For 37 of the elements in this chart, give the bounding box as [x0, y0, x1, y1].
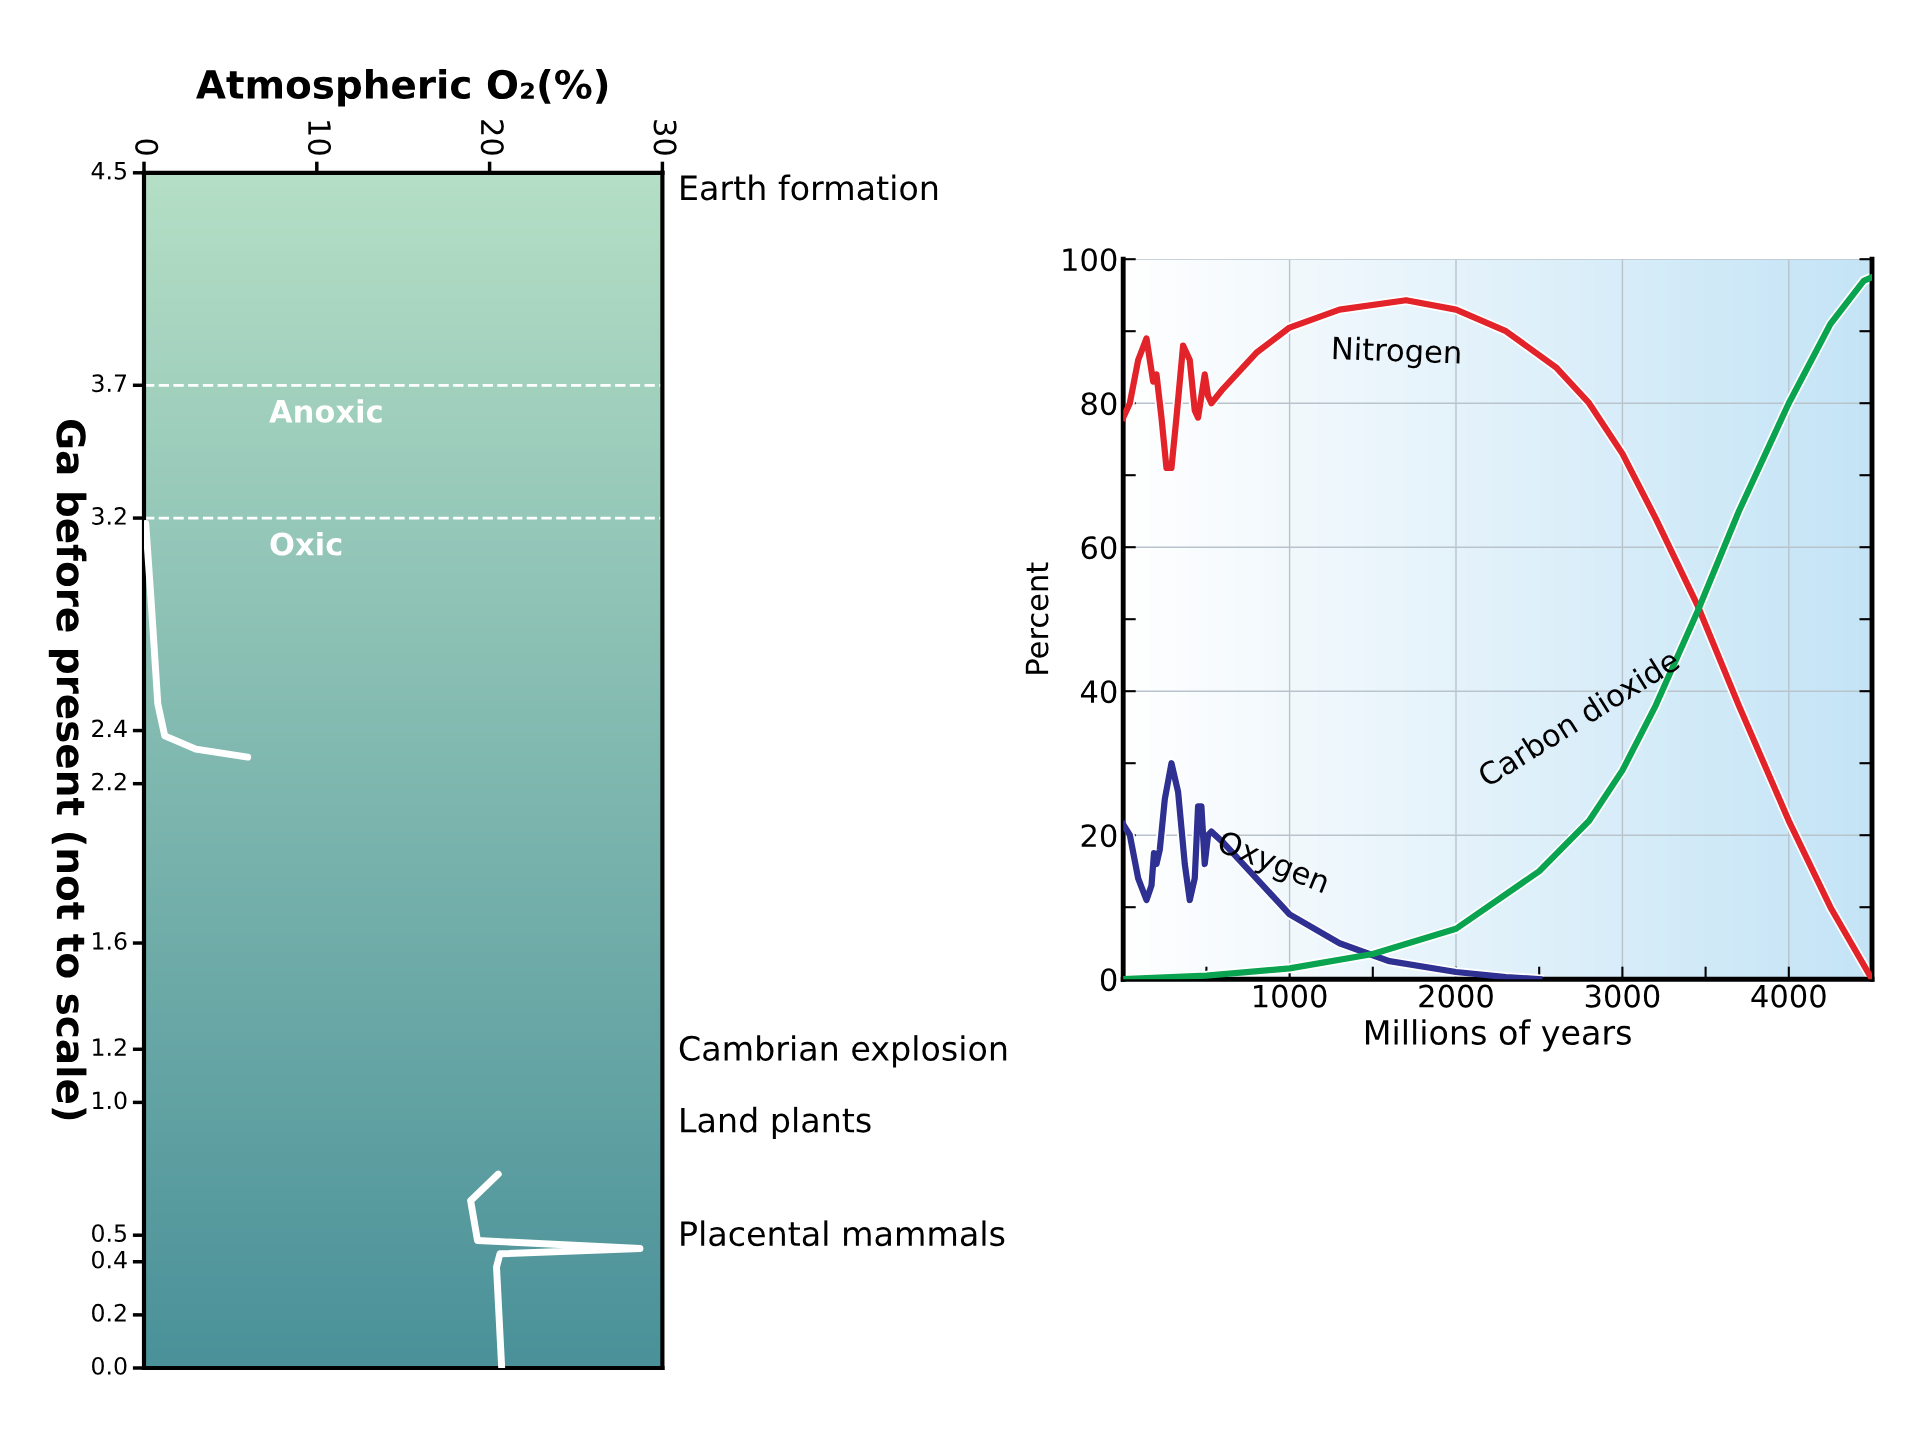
y-tick-label: 0.5 — [92, 1224, 126, 1243]
x-axis-title: Atmospheric O₂(%) — [196, 68, 608, 107]
y-tick-label: 2.4 — [92, 719, 127, 738]
y-tick-label: 4.5 — [91, 162, 126, 180]
x-tick-label: 0 — [135, 139, 159, 155]
x-tick-label: 20 — [480, 120, 504, 155]
x-tick-label: 1000 — [1254, 984, 1327, 1008]
y-tick-label: 1.6 — [93, 932, 127, 950]
y-tick-label: 0 — [1100, 968, 1117, 992]
y-axis-title: Percent — [1025, 562, 1049, 674]
x-tick-label: 2000 — [1419, 984, 1493, 1008]
y-axis-title: Ga before present (not to scale) — [48, 420, 87, 1120]
y-tick-label: 20 — [1081, 824, 1117, 848]
y-tick-label: 0.0 — [92, 1356, 127, 1375]
ref-line-label: Oxic — [270, 531, 342, 556]
y-tick-label: 0.4 — [92, 1250, 127, 1269]
y-tick-label: 3.2 — [92, 507, 126, 525]
x-axis-title: Millions of years — [1366, 1019, 1631, 1052]
y-tick-label: 1.2 — [93, 1038, 126, 1056]
x-tick-label: 30 — [653, 120, 677, 155]
y-tick-label: 40 — [1080, 680, 1117, 704]
y-tick-label: 2.2 — [92, 772, 126, 791]
y-tick-label: 3.7 — [92, 374, 127, 393]
ref-line-label: Anoxic — [269, 399, 382, 423]
y-tick-label: 1.0 — [93, 1091, 127, 1110]
annotation: Nitrogen — [1333, 335, 1461, 370]
y-tick-label: 100 — [1063, 248, 1117, 272]
x-tick-label: 3000 — [1585, 984, 1660, 1008]
x-tick-label: 4000 — [1751, 984, 1826, 1008]
text: Earth formation — [681, 174, 938, 201]
y-tick-label: 60 — [1081, 536, 1117, 560]
y-tick-label: 80 — [1081, 392, 1117, 416]
x-tick-label: 10 — [307, 121, 332, 155]
text: Land plants — [681, 1106, 871, 1140]
y-tick-label: 0.2 — [92, 1303, 126, 1322]
text: Cambrian explosion — [679, 1035, 1007, 1068]
text: Placental mammals — [681, 1220, 1005, 1247]
